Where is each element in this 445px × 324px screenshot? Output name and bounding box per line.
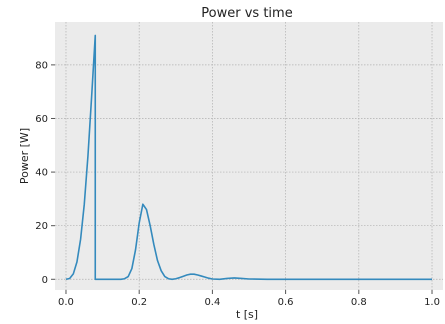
y-tick-label: 20 [35,221,48,232]
y-tick-label: 60 [35,114,48,125]
x-tick-label: 0.8 [351,297,367,308]
x-tick-label: 0.6 [278,297,294,308]
x-tick-label: 0.2 [131,297,147,308]
plot-background [55,22,443,290]
x-tick-label: 0.4 [204,297,220,308]
y-tick-label: 80 [35,60,48,71]
x-axis-label: t [s] [236,308,258,321]
y-tick-label: 0 [42,275,48,286]
y-axis-label: Power [W] [18,128,31,184]
series-line [65,34,433,281]
x-tick-label: 1.0 [424,297,440,308]
chart-title: Power vs time [201,6,292,21]
x-tick-label: 0.0 [58,297,74,308]
y-tick-label: 40 [35,168,48,179]
